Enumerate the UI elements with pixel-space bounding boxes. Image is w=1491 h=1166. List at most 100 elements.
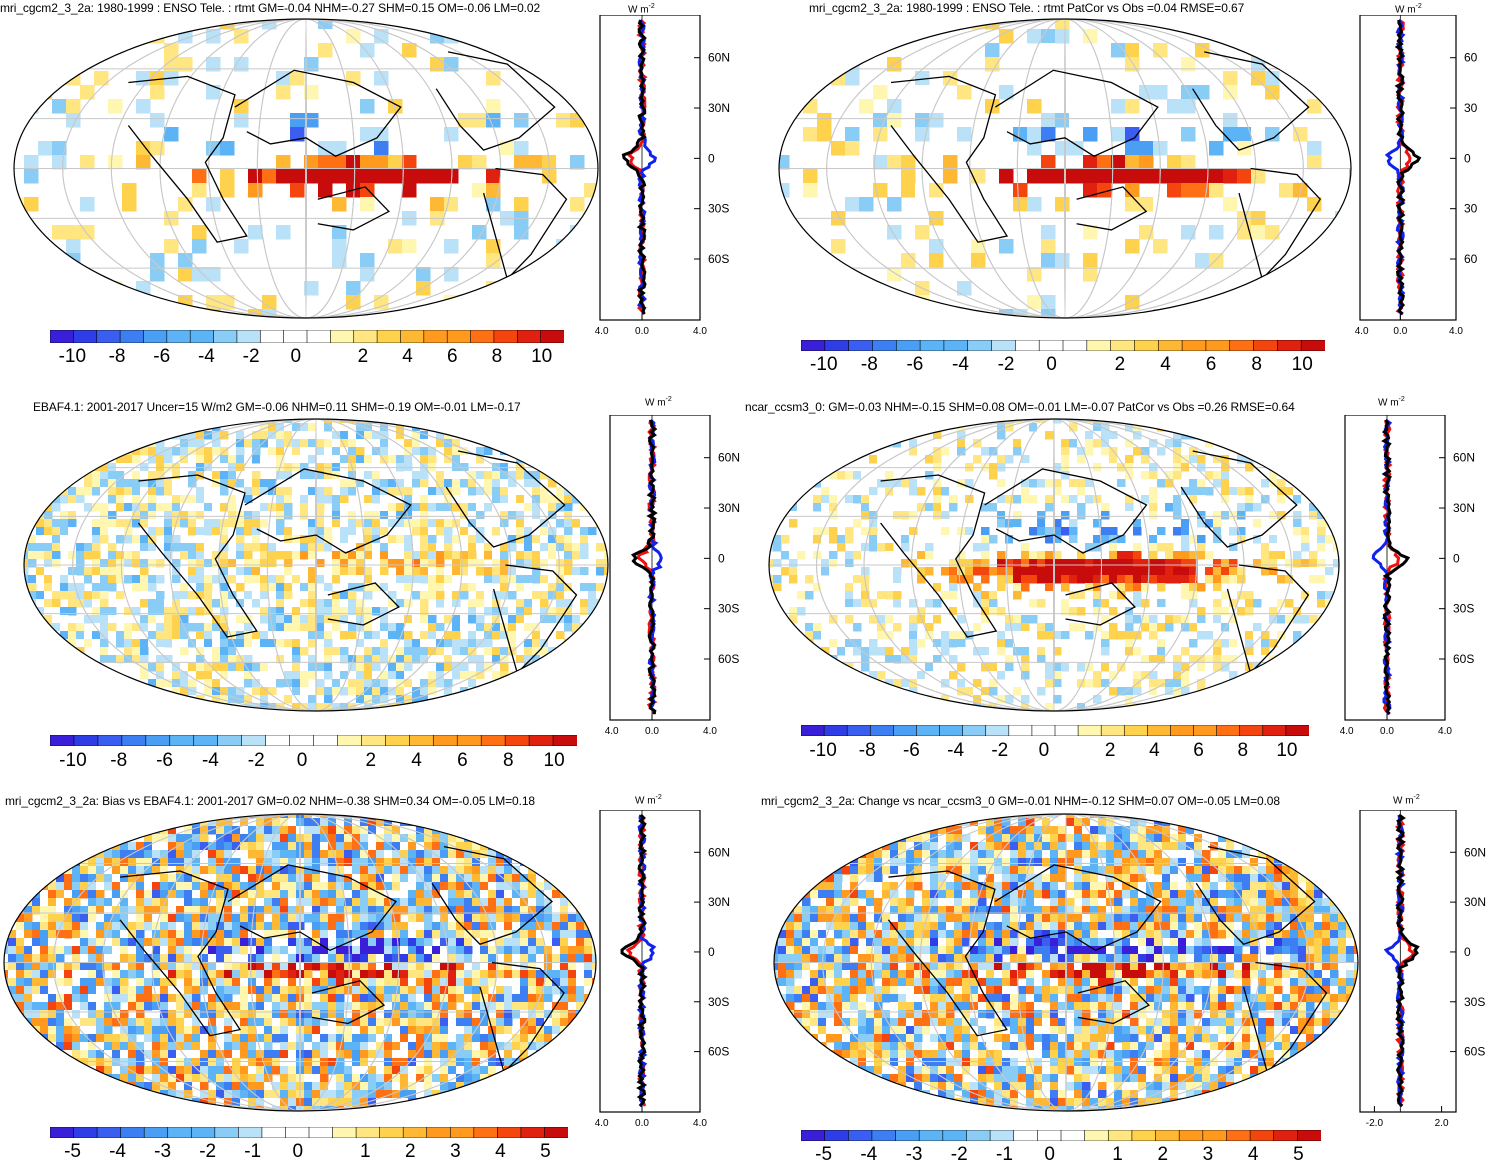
colorbar-label: 0 — [297, 750, 308, 772]
colorbar-segment — [285, 1127, 309, 1138]
profile-lat-label: 60S — [718, 652, 739, 666]
colorbar-label: 6 — [447, 346, 458, 368]
colorbar-label: -2 — [199, 1141, 216, 1163]
colorbar-segment — [354, 330, 378, 343]
colorbar-label: 2 — [405, 1141, 416, 1163]
colorbar-segment — [920, 340, 944, 351]
colorbar-label: -6 — [903, 740, 920, 762]
profile-xtick: 0.0 — [1380, 726, 1394, 737]
colorbar-segment — [309, 1127, 333, 1138]
colorbar-label: -4 — [860, 1144, 877, 1166]
colorbar-label: 1 — [1112, 1144, 1123, 1166]
world-map — [765, 415, 1343, 715]
profile-lat-label: 60S — [1453, 652, 1474, 666]
colorbar-segment — [1061, 1130, 1085, 1141]
colorbar — [801, 725, 1309, 736]
profile-xtick: 4.0 — [1438, 726, 1452, 737]
profile-lat-label: 30N — [1464, 895, 1486, 909]
profile-lat-label: 0 — [708, 151, 715, 165]
colorbar-label: -4 — [198, 346, 215, 368]
colorbar-label: 3 — [1203, 1144, 1214, 1166]
colorbar-segment — [801, 725, 825, 736]
colorbar-segment — [849, 340, 873, 351]
colorbar-segment — [544, 1127, 568, 1138]
colorbar-segment — [1286, 725, 1309, 736]
profile-lat-label: 0 — [1464, 151, 1471, 165]
colorbar-label: -1 — [244, 1141, 261, 1163]
colorbar-segment — [450, 1127, 474, 1138]
colorbar-segment — [385, 735, 409, 746]
colorbar-segment — [893, 725, 917, 736]
colorbar-segment — [98, 735, 122, 746]
colorbar-segment — [74, 735, 98, 746]
colorbar-segment — [1240, 725, 1264, 736]
panel-6: mri_cgcm2_3_2a: Change vs ncar_ccsm3_0 G… — [745, 782, 1491, 1164]
colorbar-segment — [824, 725, 848, 736]
colorbar-segment — [1085, 1130, 1109, 1141]
colorbar-label: 10 — [544, 750, 565, 772]
colorbar-segment — [1147, 725, 1171, 736]
colorbar-segment — [553, 735, 577, 746]
colorbar-segment — [237, 330, 261, 343]
colorbar-segment — [1009, 725, 1033, 736]
profile-xtick: -4.0 — [1355, 326, 1369, 337]
colorbar-segment — [167, 330, 191, 343]
panel-4: ncar_ccsm3_0: GM=-0.03 NHM=-0.15 SHM=0.0… — [745, 390, 1491, 782]
colorbar-segment — [314, 735, 338, 746]
colorbar-segment — [529, 735, 553, 746]
world-map — [770, 810, 1362, 1115]
panel-5: mri_cgcm2_3_2a: Bias vs EBAF4.1: 2001-20… — [0, 782, 745, 1164]
colorbar-segment — [50, 1127, 74, 1138]
profile-xtick: 0.0 — [1393, 326, 1407, 337]
colorbar-segment — [986, 725, 1010, 736]
colorbar-label: 3 — [450, 1141, 461, 1163]
colorbar-segment — [1203, 1130, 1227, 1141]
colorbar-label: -2 — [248, 750, 265, 772]
colorbar-segment — [1037, 1130, 1061, 1141]
colorbar-label: 4 — [411, 750, 422, 772]
profile-xtick: 4.0 — [693, 1118, 707, 1129]
colorbar-label: -3 — [154, 1141, 171, 1163]
colorbar-segment — [517, 330, 541, 343]
colorbar-segment — [1134, 340, 1158, 351]
colorbar-segment — [260, 330, 284, 343]
colorbar-label: 8 — [492, 346, 503, 368]
colorbar-segment — [1301, 340, 1325, 351]
colorbar-segment — [1226, 1130, 1250, 1141]
colorbar-segment — [1063, 340, 1087, 351]
colorbar-segment — [541, 330, 564, 343]
colorbar — [801, 1130, 1321, 1141]
colorbar-segment — [143, 330, 167, 343]
colorbar-segment — [1277, 340, 1301, 351]
colorbar-segment — [968, 340, 992, 351]
colorbar-segment — [50, 330, 74, 343]
colorbar-label: 0 — [1039, 740, 1050, 762]
profile-lat-label: 30S — [1453, 602, 1474, 616]
panel-title: ncar_ccsm3_0: GM=-0.03 NHM=-0.15 SHM=0.0… — [745, 400, 1295, 414]
colorbar-segment — [262, 1127, 286, 1138]
colorbar-label: 8 — [1237, 740, 1248, 762]
colorbar-label: -5 — [64, 1141, 81, 1163]
colorbar-label: 4 — [1160, 354, 1171, 376]
colorbar-segment — [400, 330, 424, 343]
profile-lat-label: 30N — [708, 101, 730, 115]
colorbar-segment — [940, 725, 964, 736]
panel-title: mri_cgcm2_3_2a: 1980-1999 : ENSO Tele. :… — [0, 1, 540, 15]
colorbar-segment — [424, 330, 448, 343]
profile-lat-label: 60N — [708, 845, 730, 859]
colorbar-label: 10 — [531, 346, 552, 368]
profile-lat-label: 60S — [708, 1045, 729, 1059]
colorbar-label: 4 — [495, 1141, 506, 1163]
profile-lat-label: 0 — [708, 945, 715, 959]
colorbar-label: -6 — [156, 750, 173, 772]
colorbar-segment — [1179, 1130, 1203, 1141]
colorbar-segment — [1158, 340, 1182, 351]
colorbar-segment — [847, 725, 871, 736]
profile-lat-label: 30S — [718, 602, 739, 616]
colorbar-label: -3 — [906, 1144, 923, 1166]
colorbar-segment — [380, 1127, 404, 1138]
